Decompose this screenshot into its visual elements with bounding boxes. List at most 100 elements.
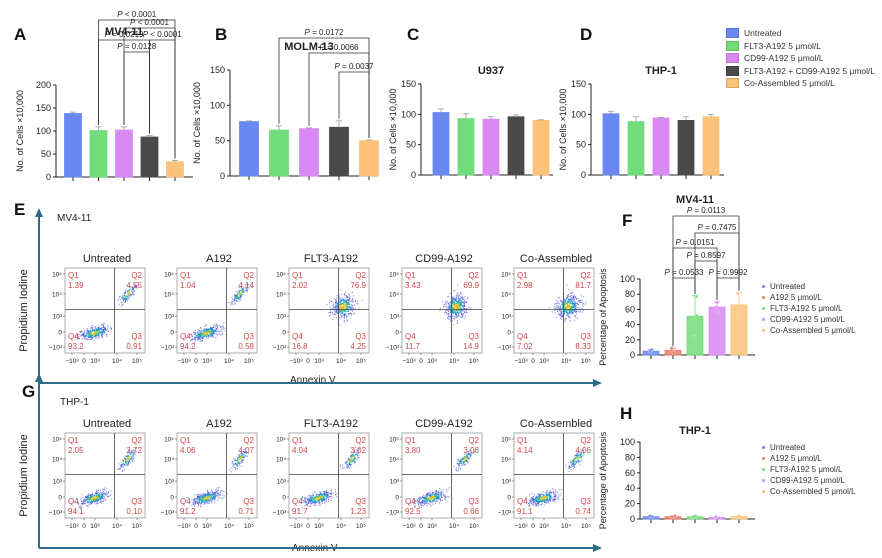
flow-E-y-tick-label: 10³ (165, 314, 175, 321)
flow-G-event-dot (315, 503, 316, 504)
flow-E-event-dot (99, 331, 100, 332)
flow-G-event-dot (327, 497, 328, 498)
flow-E-event-dot (344, 317, 345, 318)
chart-A-bar (141, 137, 158, 177)
flow-G-event-dot (314, 498, 315, 499)
flow-G-event-dot (465, 460, 466, 461)
flow-E-event-dot (576, 307, 577, 308)
flow-E-event-dot (125, 296, 126, 297)
flow-G-y-tick-label: 10⁵ (52, 437, 62, 444)
flow-E-event-dot (457, 304, 458, 305)
chart-F-data-point (738, 304, 741, 307)
flow-E-event-dot (344, 301, 345, 302)
flow-E-event-dot (211, 331, 212, 332)
flow-G-event-dot (425, 495, 426, 496)
flow-G-event-dot (101, 497, 102, 498)
flow-E-event-dot (234, 295, 235, 296)
flow-G-event-dot (235, 468, 236, 469)
flow-G-event-dot (208, 499, 209, 500)
flow-G-event-dot (580, 461, 581, 462)
flow-E-event-dot (346, 301, 347, 302)
flow-G-event-dot (426, 496, 427, 497)
flow-E-event-dot (452, 305, 453, 306)
flow-G-event-dot (88, 504, 89, 505)
flow-G-q2-value: 3.06 (463, 446, 479, 455)
flow-G-event-dot (204, 494, 205, 495)
chart-A-p-value: P = 0.0219 (105, 30, 144, 39)
flow-E-event-dot (94, 330, 95, 331)
flow-E-event-dot (582, 308, 583, 309)
flow-G-event-dot (357, 455, 358, 456)
flow-G-q1-label: Q1 (292, 436, 303, 445)
flow-G-event-dot (197, 496, 198, 497)
flow-G-event-dot (210, 500, 211, 501)
flow-G-y-tick-label: 0 (58, 495, 62, 502)
flow-E-event-dot (110, 331, 111, 332)
flow-E-event-dot (211, 328, 212, 329)
flow-E-event-dot (91, 327, 92, 328)
flow-G-event-dot (211, 495, 212, 496)
flow-E-event-dot (127, 296, 128, 297)
flow-G-event-dot (547, 495, 548, 496)
flow-E-event-dot (120, 299, 121, 300)
flow-E-event-dot (585, 304, 586, 305)
flow-G-event-dot (118, 463, 119, 464)
flow-E-event-dot (97, 333, 98, 334)
flow-G-event-dot (201, 502, 202, 503)
flow-E-event-dot (192, 339, 193, 340)
flow-G-event-dot (96, 495, 97, 496)
flow-E-event-dot (87, 333, 88, 334)
flow-E-event-dot (118, 299, 119, 300)
flow-G-event-dot (431, 501, 432, 502)
chart-A-y-tick-label: 150 (36, 103, 51, 113)
flow-E-event-dot (567, 296, 568, 297)
flow-E-event-dot (335, 312, 336, 313)
flow-E-event-dot (577, 317, 578, 318)
flow-E-event-dot (571, 306, 572, 307)
flow-E-q2-value: 69.9 (463, 281, 479, 290)
flow-G-event-dot (545, 492, 546, 493)
flow-G-event-dot (237, 466, 238, 467)
flow-G-q1-label: Q1 (517, 436, 528, 445)
flow-E-event-dot (211, 333, 212, 334)
flow-G-event-dot (426, 494, 427, 495)
flow-E-event-dot (566, 297, 567, 298)
flow-E-event-dot (90, 330, 91, 331)
flow-E-event-dot (200, 330, 201, 331)
flow-E-event-dot (84, 339, 85, 340)
flow-G-event-dot (425, 499, 426, 500)
flow-E-event-dot (237, 300, 238, 301)
flow-G-event-dot (90, 498, 91, 499)
flow-G-event-dot (308, 498, 309, 499)
flow-G-event-dot (561, 493, 562, 494)
flow-G-x-tick-label: 10⁴ (336, 523, 346, 530)
flow-G-event-dot (351, 460, 352, 461)
chart-F-p-value: P = 0.7475 (698, 223, 737, 232)
flow-G-event-dot (206, 494, 207, 495)
flow-G-event-dot (128, 462, 129, 463)
flow-G-event-dot (198, 503, 199, 504)
flow-G-event-dot (443, 491, 444, 492)
flow-G-event-dot (458, 467, 459, 468)
flow-G-event-dot (440, 492, 441, 493)
flow-G-event-dot (342, 465, 343, 466)
flow-G-event-dot (345, 463, 346, 464)
flow-E-event-dot (565, 303, 566, 304)
flow-E-event-dot (220, 326, 221, 327)
flow-G-event-dot (569, 471, 570, 472)
flow-G-event-dot (121, 466, 122, 467)
flow-G-event-dot (309, 497, 310, 498)
flow-E-event-dot (96, 334, 97, 335)
flow-E-event-dot (237, 294, 238, 295)
flow-E-event-dot (337, 313, 338, 314)
flow-G-event-dot (124, 469, 125, 470)
chart-A-significance-bracket (99, 20, 176, 158)
flow-G-event-dot (306, 503, 307, 504)
flow-E-event-dot (238, 290, 239, 291)
flow-E-event-dot (133, 293, 134, 294)
flow-E-event-dot (565, 298, 566, 299)
flow-E-event-dot (88, 332, 89, 333)
flow-G-event-dot (554, 495, 555, 496)
flow-G-event-dot (577, 456, 578, 457)
flow-G-event-dot (203, 493, 204, 494)
